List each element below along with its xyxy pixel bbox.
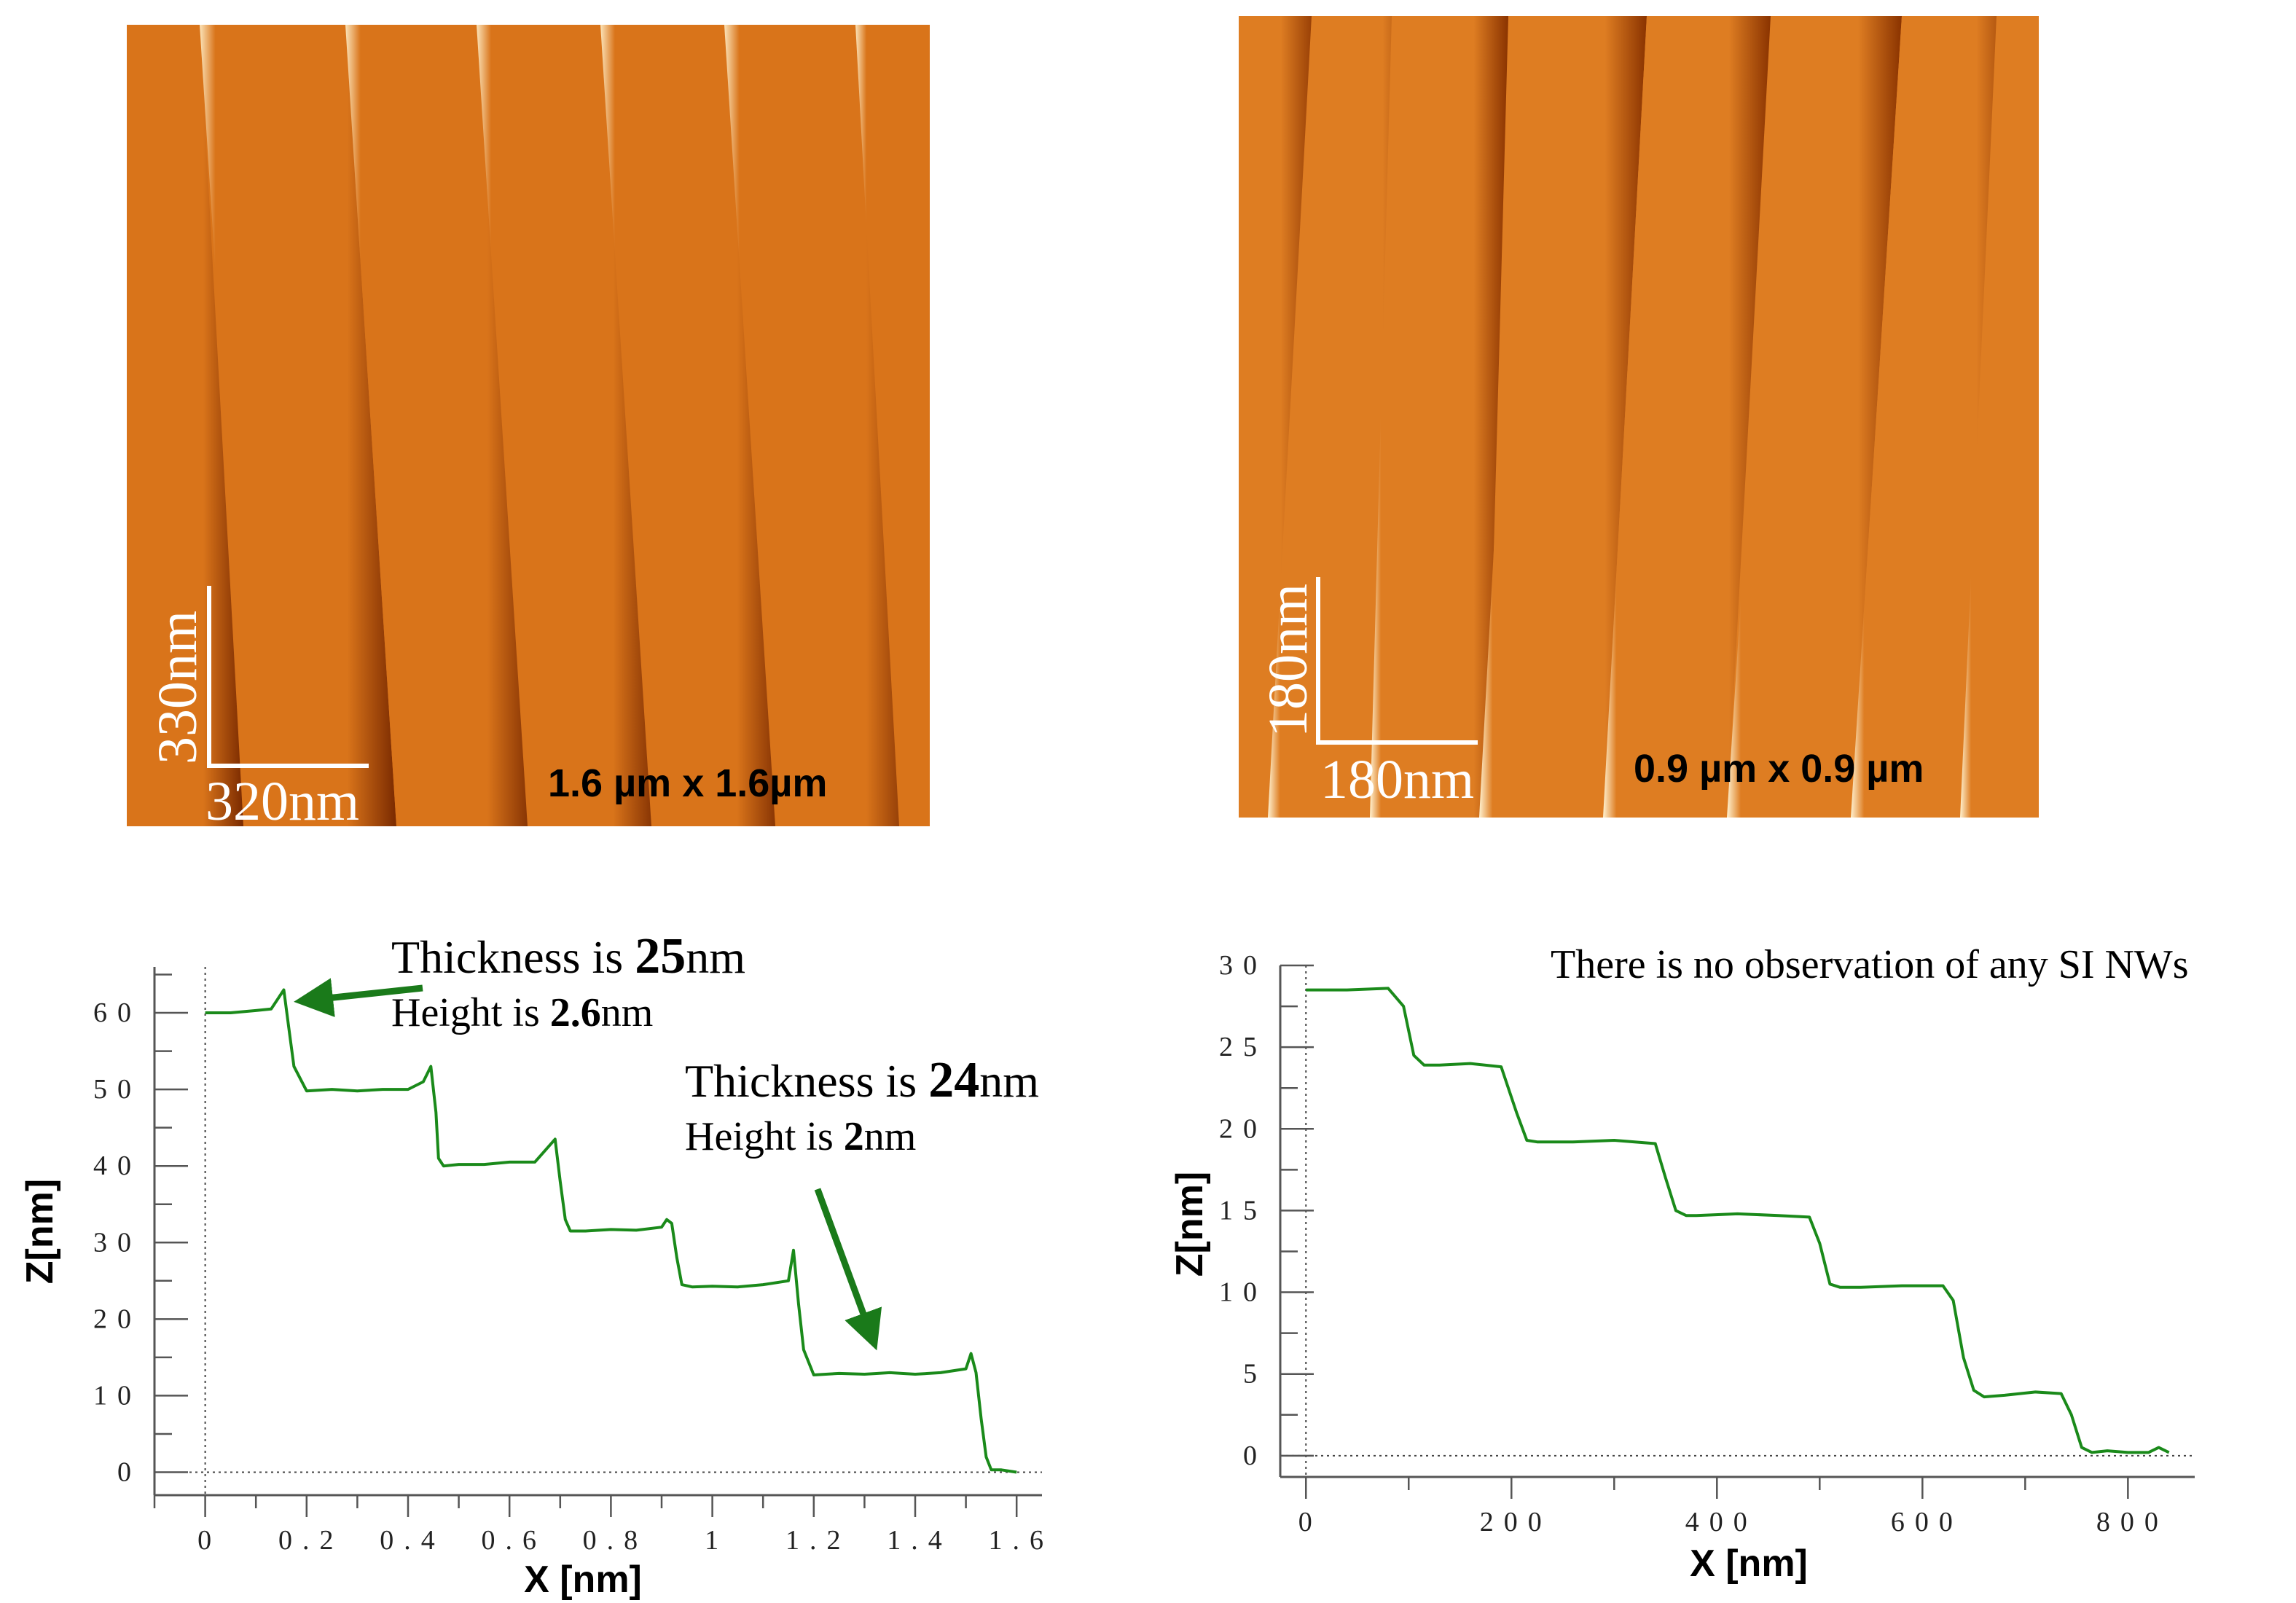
afm-image-2-texture <box>1239 16 2039 818</box>
afm-image-2: 180nm 180nm 0.9 µm x 0.9 µm <box>1239 16 2039 818</box>
y-tick-label: 10 <box>93 1380 141 1411</box>
y-tick-label: 0 <box>1243 1441 1267 1471</box>
afm-terrace <box>1603 16 1771 818</box>
annotation-arrows <box>294 978 882 1351</box>
afm-terrace <box>1239 16 1319 818</box>
y-tick-label: 20 <box>1219 1113 1267 1144</box>
y-tick-label: 60 <box>93 998 141 1028</box>
annotation-prefix: Thickness is <box>391 931 635 983</box>
y-tick-label: 40 <box>93 1151 141 1181</box>
x-tick-label: 0.6 <box>481 1525 546 1556</box>
profile-line-2 <box>1306 987 2170 1454</box>
image-size-label-2: 0.9 µm x 0.9 µm <box>1634 747 1924 791</box>
x-tick-label: 600 <box>1891 1507 1963 1537</box>
afm-terrace <box>1727 16 1902 818</box>
y-axis-label: Z[nm] <box>1169 1172 1211 1277</box>
afm-terrace <box>200 25 396 826</box>
y-tick-label: 10 <box>1219 1277 1267 1308</box>
annotation-unit: nm <box>863 1114 917 1159</box>
x-axis-label: X [nm] <box>524 1559 642 1601</box>
profile-line-1 <box>205 988 1017 1474</box>
x-axis-label: X [nm] <box>1690 1543 1808 1585</box>
x-tick-label: 1.2 <box>785 1525 851 1556</box>
x-tick-label: 1.6 <box>988 1525 1054 1556</box>
annotation-unit: nm <box>600 990 654 1035</box>
annotation-unit: nm <box>686 931 745 983</box>
scalebar-horizontal-label-1: 320nm <box>205 771 360 826</box>
annotation-prefix: Height is <box>391 990 550 1035</box>
profile-chart-2: 0 5 10 15 20 25 30 0 200 400 600 800 X [nm] Z[nm] <box>1169 950 2195 1585</box>
x-tick-label: 0 <box>1298 1507 1323 1537</box>
x-tick-label: 1.4 <box>887 1525 952 1556</box>
x-tick-label: 200 <box>1480 1507 1552 1537</box>
y-tick-label: 30 <box>1219 950 1267 981</box>
arrow-to-first-step <box>294 978 423 1017</box>
annotation-prefix: Height is <box>685 1114 844 1159</box>
profile-chart-1: 0 10 20 30 40 50 60 0 0.2 0.4 0.6 0.8 1 1.2 1.4 1.6 X [n… <box>19 967 1054 1601</box>
afm-image-1: 330nm 320nm 1.6 µm x 1.6µm <box>127 25 930 826</box>
afm-terrace <box>1479 16 1647 818</box>
scalebar-horizontal-label-2: 180nm <box>1320 749 1475 810</box>
x-tick-label: 0.8 <box>583 1525 649 1556</box>
scalebar-vertical-line-2 <box>1316 577 1320 745</box>
x-tick-label: 0.4 <box>380 1525 445 1556</box>
annotation-height-2-6: Height is 2.6nm <box>391 992 653 1033</box>
scalebar-vertical-line-1 <box>207 586 211 768</box>
image-size-label-1: 1.6 µm x 1.6µm <box>548 761 828 805</box>
annotation-thickness-24: Thickness is 24nm <box>685 1055 1039 1106</box>
annotation-value: 2 <box>843 1114 864 1159</box>
afm-image-1-texture <box>127 25 930 826</box>
y-tick-label: 30 <box>93 1227 141 1258</box>
x-tick-label: 400 <box>1685 1507 1758 1537</box>
y-tick-label: 15 <box>1219 1195 1267 1226</box>
y-axis-label: Z[nm] <box>19 1179 61 1284</box>
annotation-value: 2.6 <box>549 990 601 1035</box>
annotation-height-2: Height is 2nm <box>685 1116 916 1157</box>
afm-terrace <box>1960 16 2039 818</box>
y-tick-label: 25 <box>1219 1032 1267 1062</box>
annotation-no-observation: There is no observation of any SI NWs <box>1551 942 2189 987</box>
annotation-thickness-25: Thickness is 25nm <box>391 931 745 982</box>
annotation-unit: nm <box>979 1055 1039 1107</box>
afm-terrace <box>855 25 930 826</box>
x-tick-label: 0 <box>197 1525 222 1556</box>
scalebar-horizontal-line-2 <box>1316 740 1478 745</box>
annotation-prefix: Thickness is <box>685 1055 929 1107</box>
y-tick-label: 0 <box>117 1457 141 1487</box>
annotation-value: 24 <box>928 1052 980 1108</box>
y-tick-label: 50 <box>93 1074 141 1105</box>
annotation-value: 25 <box>635 928 686 984</box>
x-tick-label: 0.2 <box>278 1525 344 1556</box>
scalebar-horizontal-line-1 <box>207 764 369 768</box>
afm-terrace <box>345 25 535 826</box>
x-tick-label: 800 <box>2096 1507 2168 1537</box>
x-tick-label: 1 <box>705 1525 729 1556</box>
afm-terrace <box>127 25 243 826</box>
y-tick-label: 5 <box>1243 1359 1267 1390</box>
afm-terrace <box>1370 16 1508 818</box>
y-tick-label: 20 <box>93 1304 141 1334</box>
arrow-to-last-step <box>814 1188 882 1351</box>
